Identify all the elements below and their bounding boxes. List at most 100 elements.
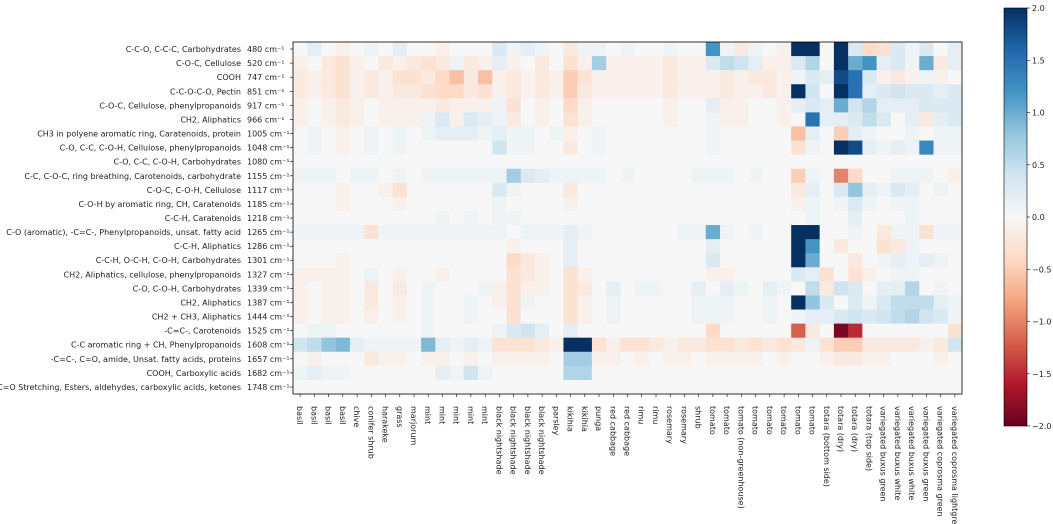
heatmap-cell bbox=[720, 281, 735, 296]
heatmap-cell bbox=[805, 337, 821, 353]
heatmap-cell bbox=[748, 140, 764, 156]
heatmap-cell bbox=[463, 84, 479, 99]
heatmap-cell bbox=[848, 267, 863, 282]
heatmap-cell bbox=[463, 295, 479, 310]
heatmap-cell bbox=[591, 70, 607, 85]
heatmap-cell bbox=[748, 225, 764, 240]
heatmap-cell bbox=[534, 84, 550, 99]
heatmap-cell bbox=[776, 98, 792, 113]
heatmap-cell bbox=[833, 42, 849, 57]
heatmap-cell bbox=[862, 365, 877, 381]
colorbar-tick-label: −1.5 bbox=[1032, 370, 1051, 379]
heatmap-cell bbox=[577, 196, 593, 212]
heatmap-cell bbox=[705, 210, 721, 226]
heatmap-cell bbox=[819, 42, 835, 57]
heatmap-cell bbox=[663, 337, 678, 353]
y-label-compound: C-C aromatic ring + CH, Phenylpropanoids bbox=[71, 341, 241, 350]
heatmap-cell bbox=[876, 379, 892, 395]
heatmap-cell bbox=[691, 225, 707, 240]
heatmap-cell bbox=[876, 84, 892, 99]
heatmap-cell bbox=[862, 126, 877, 141]
x-label-sample: totara (bottom side) bbox=[822, 406, 831, 487]
heatmap-cell bbox=[890, 351, 906, 367]
heatmap-cell bbox=[478, 281, 493, 296]
x-label-sample: basil bbox=[295, 406, 304, 425]
heatmap-cell bbox=[321, 323, 337, 339]
heatmap-cell bbox=[364, 309, 379, 324]
heatmap-cell bbox=[805, 281, 821, 296]
heatmap-cell bbox=[293, 154, 308, 170]
heatmap-cell bbox=[591, 56, 607, 71]
heatmap-cell bbox=[534, 281, 550, 296]
heatmap-cell bbox=[606, 309, 621, 324]
heatmap-cell bbox=[819, 295, 835, 310]
heatmap-cell bbox=[506, 168, 522, 184]
heatmap-cell bbox=[648, 253, 664, 268]
heatmap-cell bbox=[905, 42, 920, 57]
heatmap-cell bbox=[705, 365, 721, 381]
heatmap-cell bbox=[663, 56, 678, 71]
heatmap-cell bbox=[890, 70, 906, 85]
heatmap-cell bbox=[421, 98, 436, 113]
heatmap-cell bbox=[492, 126, 507, 141]
heatmap-cell bbox=[307, 42, 322, 57]
heatmap-cell bbox=[293, 168, 308, 184]
heatmap-cell bbox=[819, 379, 835, 395]
heatmap-cell bbox=[321, 379, 337, 395]
heatmap-cell bbox=[890, 112, 906, 127]
heatmap-cell bbox=[349, 126, 365, 141]
heatmap-cell bbox=[534, 210, 550, 226]
heatmap-cell bbox=[876, 182, 892, 198]
heatmap-cell bbox=[463, 239, 479, 254]
heatmap-cell bbox=[549, 126, 564, 141]
heatmap-cell bbox=[947, 154, 963, 170]
heatmap-cell bbox=[720, 379, 735, 395]
heatmap-cell bbox=[691, 70, 707, 85]
heatmap-cell bbox=[406, 98, 422, 113]
heatmap-cell bbox=[577, 98, 593, 113]
heatmap-cell bbox=[307, 196, 322, 212]
heatmap-cell bbox=[335, 267, 351, 282]
heatmap-cell bbox=[463, 337, 479, 353]
heatmap-cell bbox=[791, 154, 806, 170]
heatmap-cell bbox=[876, 98, 892, 113]
heatmap-cell bbox=[392, 126, 408, 141]
colorbar-tick-label: 1.5 bbox=[1032, 56, 1045, 65]
heatmap-cell bbox=[307, 225, 322, 240]
heatmap-cell bbox=[919, 225, 934, 240]
heatmap-cell bbox=[691, 309, 707, 324]
heatmap-cell bbox=[933, 239, 949, 254]
heatmap-cell bbox=[663, 379, 678, 395]
heatmap-cell bbox=[364, 379, 379, 395]
heatmap-cell bbox=[947, 42, 963, 57]
heatmap-cell bbox=[862, 42, 877, 57]
heatmap-cell bbox=[606, 196, 621, 212]
heatmap-cell bbox=[648, 84, 664, 99]
heatmap-cell bbox=[748, 126, 764, 141]
heatmap-cell bbox=[506, 379, 522, 395]
colorbar-tick-label: 0.5 bbox=[1032, 161, 1045, 170]
heatmap-cell bbox=[933, 267, 949, 282]
heatmap-cell bbox=[919, 379, 934, 395]
x-label-sample: tomato bbox=[808, 406, 817, 435]
heatmap-cell bbox=[933, 154, 949, 170]
heatmap-cell bbox=[634, 337, 650, 353]
heatmap-cell bbox=[663, 365, 678, 381]
heatmap-cell bbox=[549, 253, 564, 268]
x-label-sample: grass bbox=[395, 406, 404, 428]
heatmap-cell bbox=[791, 309, 806, 324]
y-label-compound: CH2, Aliphatics bbox=[180, 299, 241, 308]
heatmap-cell bbox=[947, 126, 963, 141]
heatmap-cell bbox=[534, 365, 550, 381]
heatmap-cell bbox=[791, 239, 806, 254]
heatmap-cell bbox=[720, 56, 735, 71]
heatmap-cell bbox=[677, 42, 692, 57]
heatmap-cell bbox=[577, 225, 593, 240]
heatmap-cell bbox=[421, 56, 436, 71]
heatmap-cell bbox=[890, 154, 906, 170]
heatmap-cell bbox=[463, 112, 479, 127]
heatmap-cell bbox=[848, 196, 863, 212]
heatmap-cell bbox=[805, 225, 821, 240]
heatmap-cell bbox=[606, 365, 621, 381]
heatmap-cell bbox=[848, 154, 863, 170]
